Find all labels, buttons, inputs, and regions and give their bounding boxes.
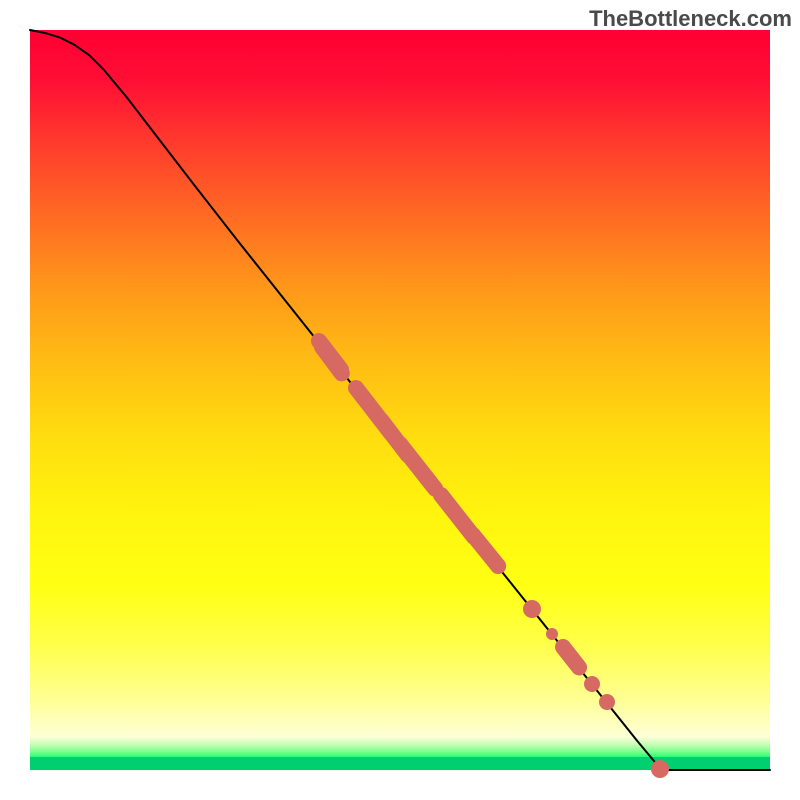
curve-line xyxy=(30,30,770,770)
data-cluster xyxy=(552,636,591,679)
data-cluster xyxy=(461,523,509,577)
plot-area xyxy=(30,30,770,770)
data-cluster xyxy=(311,336,353,385)
data-point xyxy=(523,600,541,618)
data-point xyxy=(651,760,669,778)
data-point xyxy=(584,676,600,692)
source-watermark: TheBottleneck.com xyxy=(589,6,792,32)
data-point xyxy=(546,628,558,640)
data-point xyxy=(599,694,615,710)
chart-canvas: TheBottleneck.com xyxy=(0,0,800,800)
